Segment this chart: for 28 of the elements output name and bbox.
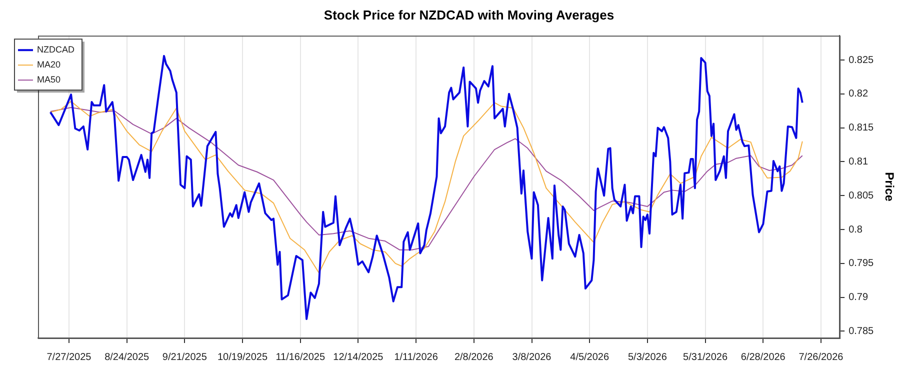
y-tick-label: 0.785 bbox=[848, 326, 874, 337]
x-tick-label: 9/21/2025 bbox=[162, 352, 208, 363]
y-tick-label: 0.82 bbox=[848, 88, 868, 100]
x-tick-label: 2/8/2026 bbox=[454, 352, 494, 363]
x-tick-label: 8/24/2025 bbox=[104, 352, 150, 363]
y-tick-label: 0.805 bbox=[848, 190, 874, 202]
y-tick-label: 0.825 bbox=[848, 54, 874, 66]
x-tick-label: 3/8/2026 bbox=[512, 352, 552, 363]
x-tick-label: 1/11/2026 bbox=[394, 352, 438, 363]
x-tick-label: 7/27/2025 bbox=[46, 352, 92, 363]
x-tick-label: 11/16/2025 bbox=[276, 352, 326, 363]
y-tick-label: 0.81 bbox=[848, 156, 868, 168]
chart-title: Stock Price for NZDCAD with Moving Averages bbox=[324, 7, 614, 22]
x-tick-label: 4/5/2026 bbox=[570, 352, 610, 363]
y-tick-label: 0.8 bbox=[848, 224, 863, 236]
y-tick-label: 0.815 bbox=[848, 122, 874, 134]
y-tick-label: 0.795 bbox=[848, 258, 874, 270]
x-tick-label: 5/31/2026 bbox=[683, 352, 728, 363]
x-tick-label: 10/19/2025 bbox=[217, 352, 268, 363]
x-tick-label: 12/14/2025 bbox=[333, 352, 384, 363]
y-tick-label: 0.79 bbox=[848, 292, 868, 304]
x-tick-label: 7/26/2026 bbox=[798, 352, 844, 363]
y-axis-title: Price bbox=[882, 172, 896, 202]
legend-label: MA50 bbox=[37, 74, 61, 85]
x-tick-label: 6/28/2026 bbox=[740, 352, 786, 363]
legend-label: MA20 bbox=[37, 60, 61, 70]
x-tick-label: 5/3/2026 bbox=[628, 352, 668, 363]
legend-label: NZDCAD bbox=[37, 44, 75, 55]
